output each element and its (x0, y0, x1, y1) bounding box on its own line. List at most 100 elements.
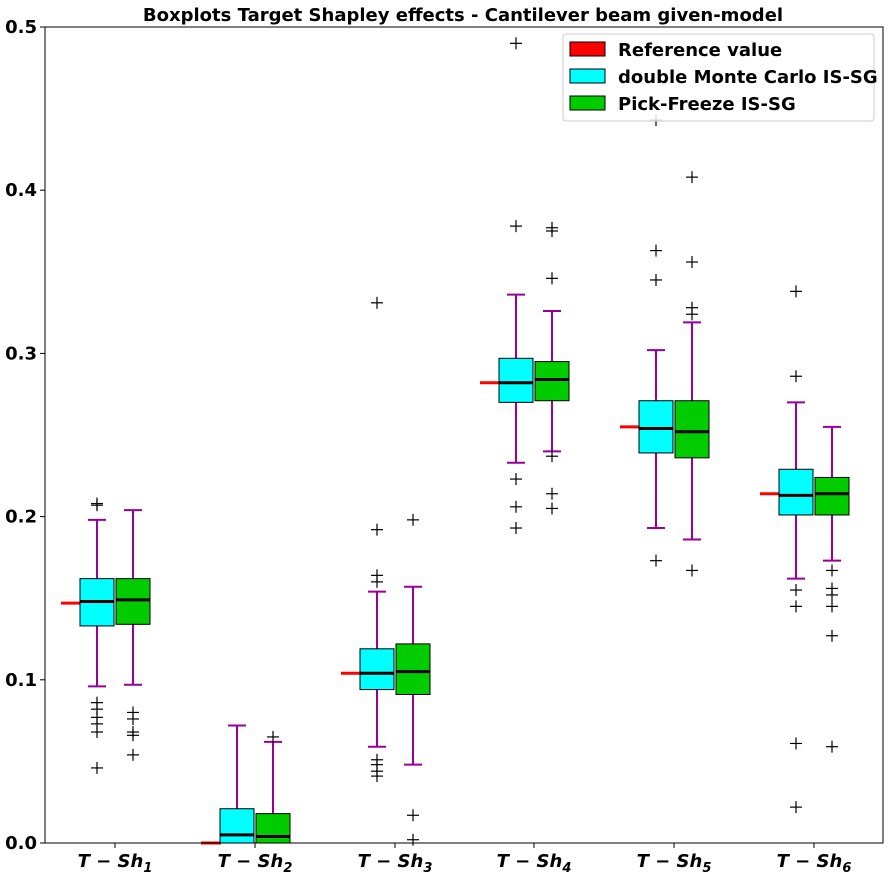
box-iqr (255, 813, 291, 844)
flier-point (686, 256, 698, 269)
legend: Reference value double Monte Carlo IS-SG P… (562, 33, 878, 122)
flier-point (546, 502, 558, 515)
flier-point (510, 500, 522, 513)
x-tick-label: T − Sh6 (777, 851, 852, 876)
flier-point (510, 220, 522, 233)
boxplot-double-monte-carlo (359, 296, 395, 783)
x-tick-label-subscript: 2 (283, 861, 292, 876)
y-tick-label: 0.0 (5, 833, 37, 854)
y-tick-label: 0.5 (5, 17, 37, 38)
flier-point (407, 833, 419, 846)
flier-point (546, 450, 558, 463)
x-tick-label-subscript: 4 (561, 861, 571, 876)
box-iqr (778, 468, 814, 516)
boxplot-pick-freeze (115, 509, 151, 761)
box-iqr (219, 808, 255, 844)
legend-frame (562, 33, 875, 122)
chart-title: Boxplots Target Shapley effects - Cantil… (143, 5, 783, 26)
flier-point (371, 575, 383, 588)
x-tick-label: T − Sh2 (218, 851, 293, 876)
y-tick-label: 0.3 (5, 343, 37, 364)
boxplot-pick-freeze (534, 221, 570, 515)
x-tick-label-main: T − Sh (497, 851, 563, 872)
boxplot-double-monte-carlo (638, 114, 674, 567)
flier-point (826, 629, 838, 642)
box-iqr (395, 643, 431, 695)
x-tick-label: T − Sh1 (78, 851, 153, 876)
flier-point (510, 37, 522, 50)
flier-point (546, 225, 558, 237)
x-tick-label-subscript: 1 (143, 861, 152, 876)
flier-point (91, 499, 103, 512)
legend-label: Pick-Freeze IS-SG (618, 94, 796, 115)
box-iqr (498, 357, 534, 403)
y-tick-label: 0.2 (5, 507, 37, 528)
legend-swatch (569, 41, 606, 57)
flier-point (826, 588, 838, 601)
box-iqr (638, 400, 674, 454)
x-tick-label-main: T − Sh (218, 851, 284, 872)
x-tick-label-main: T − Sh (777, 851, 843, 872)
legend-label: Reference value (618, 40, 782, 61)
x-tick-label: T − Sh5 (637, 851, 712, 876)
flier-point (826, 600, 838, 613)
flier-point (127, 729, 139, 742)
flier-point (790, 370, 802, 383)
x-tick-label-main: T − Sh (358, 851, 424, 872)
y-tick-label: 0.1 (5, 670, 37, 691)
flier-point (371, 770, 383, 783)
flier-point (510, 522, 522, 535)
flier-point (510, 473, 522, 486)
flier-point (686, 308, 698, 321)
legend-swatch (569, 95, 606, 111)
flier-point (127, 712, 139, 725)
flier-point (546, 487, 558, 500)
plot-frame (44, 26, 884, 844)
flier-point (650, 273, 662, 286)
flier-point (790, 737, 802, 750)
plot-area: 0.00.10.20.30.40.5T − Sh1 T − Sh2 T − Sh3 T… (5, 17, 884, 876)
flier-point (790, 600, 802, 613)
x-tick-label-main: T − Sh (78, 851, 144, 872)
boxplot-double-monte-carlo (219, 724, 255, 844)
flier-point (91, 726, 103, 739)
boxplot-double-monte-carlo (498, 37, 534, 535)
legend-label: double Monte Carlo IS-SG (618, 67, 878, 88)
x-tick-label-main: T − Sh (637, 851, 703, 872)
flier-point (826, 740, 838, 753)
flier-point (790, 285, 802, 298)
y-tick-label: 0.4 (5, 180, 37, 201)
flier-point (686, 171, 698, 184)
flier-point (371, 523, 383, 536)
x-tick-label: T − Sh4 (497, 851, 572, 876)
box-iqr (534, 361, 570, 402)
box-iqr (115, 578, 151, 625)
box-iqr (674, 400, 710, 459)
flier-point (407, 513, 419, 526)
flier-point (650, 554, 662, 567)
flier-point (267, 730, 279, 743)
legend-swatch (569, 68, 606, 84)
boxplot-pick-freeze (814, 425, 850, 753)
boxplot-double-monte-carlo (778, 285, 814, 814)
flier-point (650, 244, 662, 257)
flier-point (790, 801, 802, 814)
flier-point (371, 296, 383, 309)
box-iqr (359, 648, 395, 691)
boxplot-pick-freeze (255, 730, 291, 844)
x-tick-label-subscript: 5 (702, 861, 711, 876)
flier-point (686, 564, 698, 577)
box-iqr (814, 476, 850, 516)
x-tick-label: T − Sh3 (358, 851, 433, 876)
x-tick-label-subscript: 6 (842, 861, 851, 876)
boxplot-double-monte-carlo (79, 497, 115, 774)
boxplot-pick-freeze (395, 513, 431, 846)
flier-point (790, 584, 802, 597)
flier-point (407, 809, 419, 822)
flier-point (91, 761, 103, 774)
flier-point (546, 272, 558, 285)
boxplot-pick-freeze (674, 171, 710, 577)
x-tick-label-subscript: 3 (423, 861, 432, 876)
flier-point (826, 564, 838, 577)
